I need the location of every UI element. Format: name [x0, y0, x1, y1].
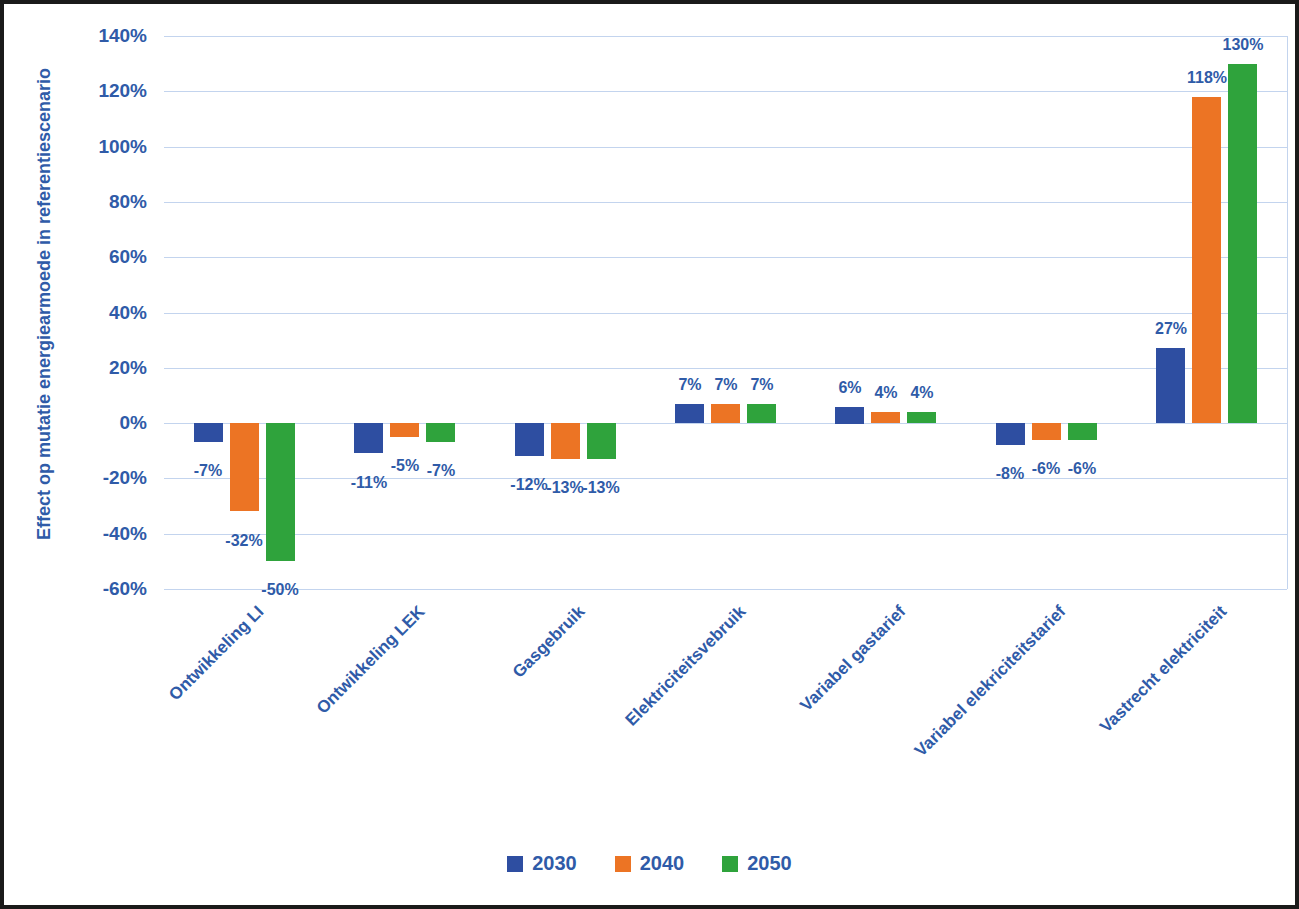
value-label: -6% — [1049, 459, 1115, 478]
y-axis-tick-label: -60% — [22, 577, 147, 601]
bar-2030 — [354, 423, 383, 453]
gridline — [164, 91, 1287, 92]
legend-label: 2040 — [640, 852, 685, 875]
bar-chart: Effect op mutatie energiearmoede in refe… — [0, 0, 1299, 909]
y-axis-tick-label: 0% — [22, 411, 147, 435]
bar-2050 — [587, 423, 616, 459]
bar-2050 — [907, 412, 936, 423]
bar-2030 — [194, 423, 223, 442]
legend-label: 2030 — [532, 852, 577, 875]
gridline — [164, 257, 1287, 258]
bar-2050 — [266, 423, 295, 561]
y-axis-tick-label: -40% — [22, 522, 147, 546]
legend-item-2030: 2030 — [507, 852, 577, 875]
y-axis-tick-label: 120% — [22, 79, 147, 103]
bar-2040 — [551, 423, 580, 459]
legend-swatch-icon — [615, 856, 631, 872]
legend-label: 2050 — [747, 852, 792, 875]
gridline — [164, 368, 1287, 369]
y-axis-tick-label: 80% — [22, 190, 147, 214]
bar-2050 — [426, 423, 455, 442]
value-label: -7% — [408, 461, 474, 480]
gridline — [164, 36, 1287, 37]
y-axis-tick-label: -20% — [22, 466, 147, 490]
bar-2040 — [871, 412, 900, 423]
bar-2030 — [1156, 348, 1185, 423]
bar-2040 — [1032, 423, 1061, 440]
plot-right-border — [1287, 36, 1288, 589]
legend: 2030 2040 2050 — [4, 852, 1295, 875]
gridline — [164, 589, 1287, 590]
gridline — [164, 423, 1287, 424]
gridline — [164, 478, 1287, 479]
bar-2030 — [515, 423, 544, 456]
gridline — [164, 534, 1287, 535]
bar-2040 — [711, 404, 740, 423]
value-label: -11% — [336, 473, 402, 492]
legend-swatch-icon — [507, 856, 523, 872]
bar-2040 — [1192, 97, 1221, 423]
bar-2030 — [675, 404, 704, 423]
gridline — [164, 313, 1287, 314]
legend-swatch-icon — [722, 856, 738, 872]
legend-item-2050: 2050 — [722, 852, 792, 875]
value-label: 4% — [889, 383, 955, 402]
value-label: -50% — [247, 580, 313, 599]
legend-item-2040: 2040 — [615, 852, 685, 875]
bar-2030 — [996, 423, 1025, 445]
bar-2050 — [747, 404, 776, 423]
y-axis-tick-label: 20% — [22, 356, 147, 380]
value-label: 7% — [729, 375, 795, 394]
y-axis-tick-label: 60% — [22, 245, 147, 269]
y-axis-tick-label: 140% — [22, 24, 147, 48]
gridline — [164, 202, 1287, 203]
value-label: -13% — [568, 478, 634, 497]
value-label: 130% — [1210, 35, 1276, 54]
bar-2040 — [390, 423, 419, 437]
y-axis-tick-label: 40% — [22, 301, 147, 325]
bar-2030 — [835, 407, 864, 424]
gridline — [164, 147, 1287, 148]
bar-2050 — [1068, 423, 1097, 440]
y-axis-tick-label: 100% — [22, 135, 147, 159]
bar-2040 — [230, 423, 259, 511]
bar-2050 — [1228, 64, 1257, 423]
